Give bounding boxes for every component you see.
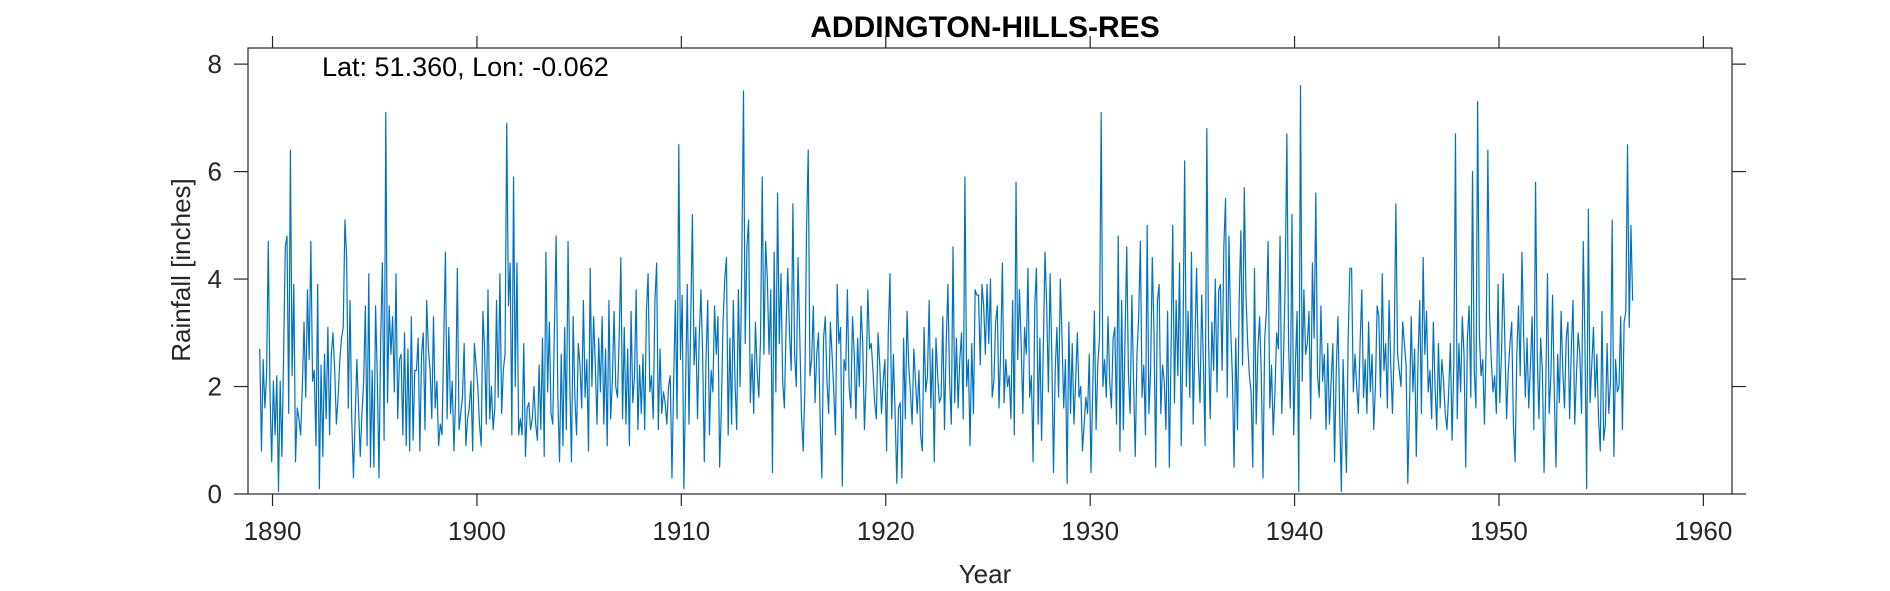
y-axis-label: Rainfall [inches] [166,178,196,362]
chart-title: ADDINGTON-HILLS-RES [810,11,1159,44]
series-group [259,85,1634,492]
rainfall-series-line [259,85,1634,492]
plot-axes [247,47,1733,495]
x-tick-label: 1910 [652,516,710,546]
y-tick-label: 6 [208,157,222,187]
station-coordinates-annotation: Lat: 51.360, Lon: -0.062 [322,52,609,82]
x-tick-label: 1960 [1674,516,1732,546]
y-tick-label: 8 [208,49,222,79]
x-tick-label: 1950 [1470,516,1528,546]
x-tick-label: 1940 [1266,516,1324,546]
x-tick-label: 1920 [857,516,915,546]
y-tick-label: 2 [208,372,222,402]
plot-area-frame [247,47,1733,495]
x-tick-label: 1930 [1061,516,1119,546]
x-axis-ticks: 1890 1900 1910 1920 1930 1940 1950 1960 [244,36,1732,546]
x-axis-label: Year [959,559,1012,589]
y-axis-ticks: 0 2 4 6 8 [208,49,1746,509]
x-tick-label: 1890 [244,516,302,546]
x-tick-label: 1900 [448,516,506,546]
y-tick-label: 4 [208,264,222,294]
y-tick-label: 0 [208,479,222,509]
